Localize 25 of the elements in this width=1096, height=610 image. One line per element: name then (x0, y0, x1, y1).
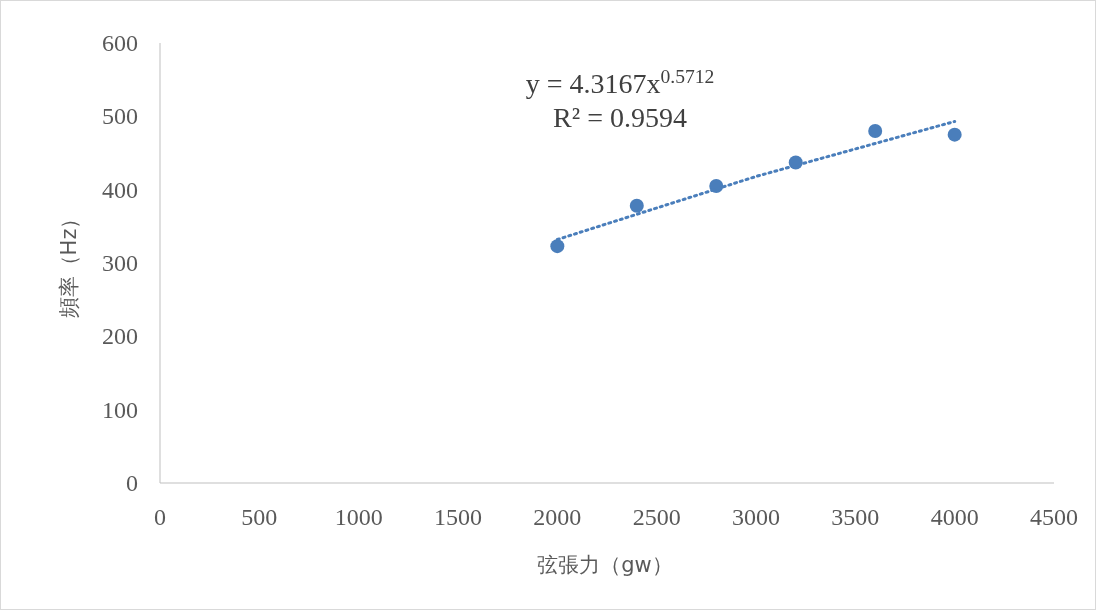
point (868, 124, 883, 138)
y-tick-label: 0 (126, 470, 138, 496)
x-tick-label: 1000 (334, 504, 383, 530)
x-tick-label: 1500 (434, 504, 482, 530)
point (947, 127, 962, 142)
x-tick-label: 3500 (831, 504, 880, 530)
annotation: y = 4.3167x$^{0.5712}$ (525, 65, 715, 99)
x-tick-label: 0 (154, 504, 166, 530)
y-tick-label: 500 (102, 103, 138, 130)
x-axis-title: 弦張力（gw） (537, 553, 673, 577)
annotation: R² = 0.9594 (553, 102, 687, 133)
y-tick-label: 400 (102, 176, 138, 203)
y-tick-label: 600 (102, 30, 138, 56)
y-tick-label: 100 (102, 396, 138, 423)
x-tick-label: 500 (241, 504, 278, 530)
x-tick-label: 2500 (632, 504, 681, 530)
point (550, 239, 565, 254)
x-tick-label: 2000 (533, 504, 582, 530)
x-tick-label: 3000 (732, 504, 780, 530)
y-tick-label: 200 (102, 323, 138, 350)
y-tick-label: 300 (102, 250, 138, 276)
x-tick-label: 4500 (1030, 504, 1078, 530)
x-tick-label: 4000 (930, 504, 979, 530)
point (629, 198, 644, 213)
y-axis-title: 頻率（Hz） (57, 207, 81, 319)
